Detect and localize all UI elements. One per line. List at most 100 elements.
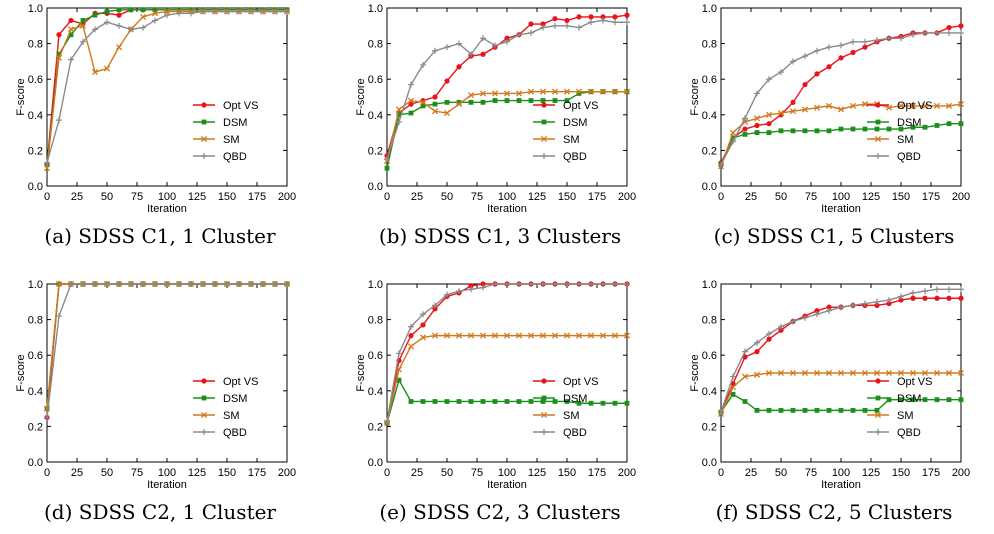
data-point-qbd-shape bbox=[862, 300, 868, 307]
series-sm bbox=[717, 101, 965, 170]
series-line-sm bbox=[46, 10, 287, 169]
series-qbd bbox=[718, 29, 964, 168]
data-point-qbd bbox=[874, 298, 880, 305]
data-point-sm-shape bbox=[813, 104, 821, 111]
plot-frame bbox=[386, 7, 628, 187]
data-point-qbd bbox=[730, 138, 736, 145]
data-point-opt-vs-shape bbox=[814, 308, 820, 314]
series-opt-vs bbox=[384, 12, 630, 159]
data-point-opt-vs-shape bbox=[68, 17, 74, 24]
y-tick-label: 1.0 bbox=[702, 279, 717, 291]
legend-marker-qbd bbox=[541, 153, 547, 159]
data-point-qbd-shape bbox=[730, 138, 736, 145]
data-point-dsm bbox=[396, 112, 402, 118]
data-point-dsm-shape bbox=[826, 407, 832, 413]
data-point-sm bbox=[139, 13, 147, 20]
data-point-qbd bbox=[104, 281, 110, 287]
data-point-sm-shape bbox=[503, 332, 511, 339]
data-point-opt-vs bbox=[540, 21, 546, 27]
data-point-opt-vs-shape bbox=[612, 14, 618, 20]
data-point-sm bbox=[419, 334, 427, 341]
data-point-sm-shape bbox=[777, 369, 785, 377]
data-point-sm bbox=[575, 332, 583, 339]
data-point-qbd bbox=[874, 37, 880, 44]
data-point-dsm-shape bbox=[910, 397, 916, 403]
legend-label-sm: SM bbox=[897, 134, 914, 146]
y-tick-label: 1.0 bbox=[368, 279, 383, 291]
data-point-sm-shape bbox=[623, 332, 631, 339]
data-point-sm-shape bbox=[921, 102, 929, 109]
data-point-opt-vs-shape bbox=[432, 94, 438, 100]
x-tick-label: 25 bbox=[71, 191, 83, 203]
data-point-dsm-shape bbox=[886, 126, 892, 132]
data-point-qbd-shape bbox=[588, 281, 594, 287]
data-point-qbd-shape bbox=[224, 8, 230, 15]
data-point-dsm-shape bbox=[838, 407, 844, 413]
data-point-sm-shape bbox=[503, 90, 511, 97]
data-point-qbd-shape bbox=[600, 281, 606, 287]
data-point-dsm-shape bbox=[790, 407, 796, 413]
y-axis-label: F-score bbox=[355, 78, 367, 115]
legend-label-qbd: QBD bbox=[897, 427, 921, 439]
data-point-qbd-shape bbox=[528, 29, 534, 36]
data-point-qbd bbox=[384, 156, 390, 163]
data-point-sm-shape bbox=[897, 102, 905, 109]
data-point-opt-vs-shape bbox=[814, 71, 820, 77]
data-point-sm bbox=[515, 332, 523, 339]
data-point-dsm-shape bbox=[766, 130, 772, 135]
legend-label-opt-vs: Opt VS bbox=[223, 376, 258, 388]
data-point-qbd-shape bbox=[272, 8, 278, 15]
y-axis-label: F-score bbox=[689, 78, 701, 115]
data-point-qbd-shape bbox=[826, 44, 832, 51]
legend-marker-dsm-shape bbox=[201, 119, 207, 125]
legend-marker-dsm bbox=[541, 119, 547, 125]
data-point-sm-shape bbox=[491, 90, 499, 97]
legend-marker-qbd-shape bbox=[875, 153, 881, 159]
x-tick-label: 200 bbox=[618, 191, 636, 203]
chart-svg: 0 25 50 75 100 125 150 175 200 0.0 0.2 0.4 0.6 0.8 1.0… bbox=[689, 279, 970, 491]
x-tick-label: 100 bbox=[498, 191, 516, 203]
data-point-qbd bbox=[68, 56, 74, 63]
data-point-sm bbox=[623, 88, 631, 95]
data-point-dsm bbox=[862, 407, 868, 413]
data-point-opt-vs bbox=[504, 35, 510, 41]
legend-marker-sm bbox=[540, 411, 548, 419]
data-point-dsm bbox=[432, 101, 438, 107]
data-point-qbd-shape bbox=[718, 161, 724, 168]
data-point-qbd-shape bbox=[44, 159, 50, 166]
data-point-qbd-shape bbox=[958, 29, 964, 36]
data-point-qbd bbox=[456, 40, 462, 47]
data-point-qbd-shape bbox=[396, 350, 402, 357]
data-point-dsm bbox=[802, 128, 808, 134]
data-point-qbd-shape bbox=[528, 281, 534, 287]
legend-marker-opt-vs-shape bbox=[875, 102, 881, 108]
data-point-dsm-shape bbox=[516, 399, 522, 404]
data-point-sm bbox=[467, 92, 475, 99]
series-dsm bbox=[44, 7, 290, 168]
data-point-qbd bbox=[92, 26, 98, 33]
y-axis-label: F-score bbox=[15, 354, 27, 391]
legend-marker-dsm-shape bbox=[201, 395, 207, 401]
data-point-dsm bbox=[564, 399, 570, 404]
data-point-dsm-shape bbox=[432, 101, 438, 107]
data-point-qbd bbox=[540, 281, 546, 287]
x-tick-label: 50 bbox=[101, 467, 113, 479]
data-point-sm bbox=[103, 65, 111, 72]
data-point-sm bbox=[897, 102, 905, 109]
data-point-qbd bbox=[826, 44, 832, 51]
data-point-sm-shape bbox=[527, 88, 535, 95]
data-point-qbd bbox=[600, 17, 606, 24]
data-point-qbd-shape bbox=[922, 29, 928, 36]
data-point-qbd-shape bbox=[408, 81, 414, 88]
data-point-qbd bbox=[92, 281, 98, 287]
data-point-qbd bbox=[44, 414, 50, 421]
data-point-qbd bbox=[862, 300, 868, 307]
data-point-dsm-shape bbox=[802, 128, 808, 134]
data-point-dsm bbox=[766, 130, 772, 135]
data-point-sm-shape bbox=[91, 69, 99, 76]
data-point-dsm bbox=[68, 32, 74, 38]
data-point-sm bbox=[67, 26, 75, 33]
data-point-qbd bbox=[838, 42, 844, 49]
legend-item-opt-vs: Opt VS bbox=[193, 100, 258, 112]
